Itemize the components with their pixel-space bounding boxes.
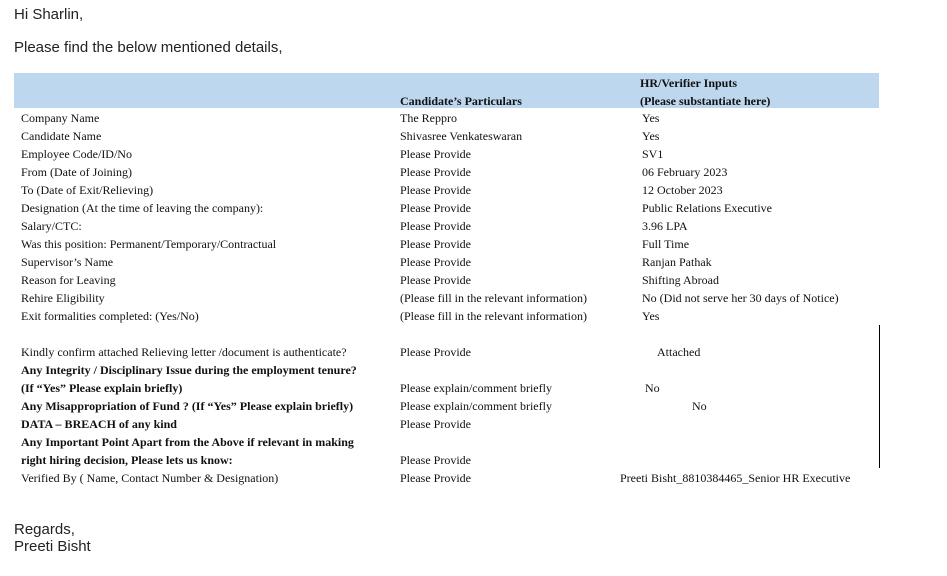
header-candidate-particulars: Candidate’s Particulars — [400, 94, 522, 108]
row-hr-value: Yes — [642, 129, 660, 143]
row-label: Any Important Point Apart from the Above… — [21, 435, 354, 449]
row-label: Candidate Name — [21, 129, 102, 143]
row-label: DATA – BREACH of any kind — [21, 417, 177, 431]
row-candidate-value: Please Provide — [400, 471, 471, 485]
row-label: Salary/CTC: — [21, 219, 82, 233]
row-hr-value: SV1 — [642, 147, 664, 161]
row-label: Rehire Eligibility — [21, 291, 105, 305]
row-candidate-value: Please Provide — [400, 345, 471, 359]
row-candidate-value: Please Provide — [400, 165, 471, 179]
row-candidate-value: The Reppro — [400, 111, 457, 125]
row-hr-value: Attached — [657, 345, 701, 359]
row-candidate-value: Please Provide — [400, 237, 471, 251]
row-hr-value: No — [692, 399, 707, 413]
row-label: Designation (At the time of leaving the … — [21, 201, 264, 215]
row-hr-value: Ranjan Pathak — [642, 255, 712, 269]
row-hr-value: Full Time — [642, 237, 690, 251]
row-candidate-value: Please Provide — [400, 201, 471, 215]
row-hr-value: No — [645, 381, 660, 395]
row-label: Verified By ( Name, Contact Number & Des… — [21, 471, 279, 485]
row-hr-value: Yes — [642, 111, 660, 125]
table-header-band — [14, 73, 879, 108]
row-label: Supervisor’s Name — [21, 255, 114, 269]
row-hr-value: 06 February 2023 — [642, 165, 728, 179]
row-label: Company Name — [21, 111, 100, 125]
row-label: Any Integrity / Disciplinary Issue durin… — [21, 363, 357, 377]
row-hr-value: Yes — [642, 309, 660, 323]
row-label: Was this position: Permanent/Temporary/C… — [21, 237, 277, 251]
row-label: From (Date of Joining) — [21, 165, 132, 179]
row-label: Kindly confirm attached Relieving letter… — [21, 345, 347, 359]
row-label: Any Misappropriation of Fund ? (If “Yes”… — [21, 399, 354, 413]
row-label: Exit formalities completed: (Yes/No) — [21, 309, 199, 323]
closing: Regards, — [14, 521, 75, 538]
row-hr-value: No (Did not serve her 30 days of Notice) — [642, 291, 839, 305]
row-label: right hiring decision, Please lets us kn… — [21, 453, 233, 467]
row-candidate-value: Please Provide — [400, 183, 471, 197]
row-label: To (Date of Exit/Relieving) — [21, 183, 154, 197]
row-candidate-value: Please explain/comment briefly — [400, 381, 552, 395]
row-candidate-value: Shivasree Venkateswaran — [400, 129, 523, 143]
table-border-line — [879, 325, 880, 468]
row-candidate-value: Please Provide — [400, 219, 471, 233]
row-candidate-value: Please explain/comment briefly — [400, 399, 552, 413]
header-hr-verifier: HR/Verifier Inputs — [640, 76, 738, 90]
row-candidate-value: (Please fill in the relevant information… — [400, 309, 587, 323]
row-candidate-value: Please Provide — [400, 273, 471, 287]
row-candidate-value: Please Provide — [400, 147, 471, 161]
row-candidate-value: Please Provide — [400, 417, 471, 431]
row-hr-value: Shifting Abroad — [642, 273, 719, 287]
row-label: Reason for Leaving — [21, 273, 116, 287]
row-label: Employee Code/ID/No — [21, 147, 132, 161]
greeting: Hi Sharlin, — [14, 6, 84, 23]
row-label: (If “Yes” Please explain briefly) — [21, 381, 183, 395]
row-hr-value: 3.96 LPA — [642, 219, 688, 233]
row-candidate-value: Please Provide — [400, 453, 471, 467]
row-hr-value: 12 October 2023 — [642, 183, 723, 197]
intro-text: Please find the below mentioned details, — [14, 39, 283, 56]
row-hr-value: Preeti Bisht_8810384465_Senior HR Execut… — [620, 471, 851, 485]
signature: Preeti Bisht — [14, 538, 91, 555]
row-hr-value: Public Relations Executive — [642, 201, 772, 215]
header-hr-substantiate: (Please substantiate here) — [640, 94, 771, 108]
row-candidate-value: Please Provide — [400, 255, 471, 269]
row-candidate-value: (Please fill in the relevant information… — [400, 291, 587, 305]
